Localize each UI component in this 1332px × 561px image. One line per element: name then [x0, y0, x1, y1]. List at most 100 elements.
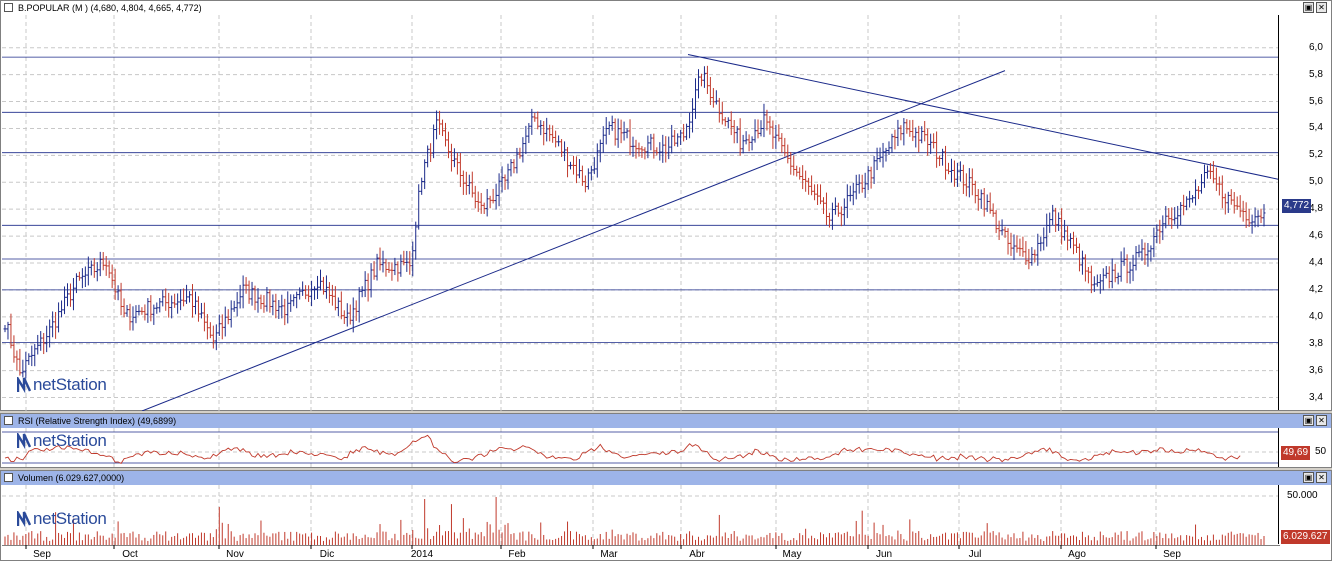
ohlc-bar	[994, 210, 998, 234]
ohlc-bar	[491, 188, 495, 204]
ohlc-bar	[1012, 234, 1016, 261]
ohlc-bar	[80, 268, 84, 289]
ohlc-bar	[208, 322, 212, 339]
ohlc-bar	[98, 251, 102, 277]
close-button[interactable]: ✕	[1316, 415, 1327, 426]
restore-button[interactable]: ▣	[1303, 472, 1314, 483]
price-tick-label: 4,2	[1309, 283, 1323, 295]
ohlc-bar	[149, 295, 153, 322]
ohlc-bar	[944, 145, 948, 180]
ohlc-bar	[134, 305, 138, 324]
ohlc-bar	[369, 263, 373, 298]
ohlc-bar	[30, 345, 34, 367]
ohlc-bar	[1202, 164, 1206, 188]
ohlc-bar	[455, 152, 459, 175]
ohlc-bar	[914, 127, 918, 148]
ohlc-bar	[625, 128, 629, 139]
ohlc-bar	[819, 184, 823, 205]
ohlc-bar	[33, 343, 37, 367]
ohlc-bar	[185, 284, 189, 304]
ohlc-bar	[866, 166, 870, 191]
ohlc-bar	[286, 291, 290, 324]
ohlc-bar	[214, 324, 218, 351]
ohlc-bar	[649, 133, 653, 151]
panel-checkbox[interactable]	[4, 473, 13, 482]
ohlc-bar	[238, 284, 242, 309]
ohlc-bar	[146, 298, 150, 323]
ohlc-bar	[848, 185, 852, 202]
panel-checkbox[interactable]	[4, 416, 13, 425]
ohlc-bar	[1211, 161, 1215, 184]
time-axis-label: Jun	[876, 549, 892, 560]
ohlc-bar	[1238, 195, 1242, 218]
restore-button[interactable]: ▣	[1303, 415, 1314, 426]
ohlc-bar	[1259, 208, 1263, 224]
ohlc-bar	[461, 170, 465, 195]
ohlc-bar	[274, 293, 278, 319]
ohlc-bar	[929, 133, 933, 154]
ohlc-bar	[348, 304, 352, 325]
ohlc-bar	[1217, 176, 1221, 196]
close-button[interactable]: ✕	[1316, 472, 1327, 483]
ohlc-bar	[307, 285, 311, 302]
ohlc-bar	[155, 302, 159, 314]
ohlc-bar	[851, 182, 855, 206]
ohlc-bar	[616, 118, 620, 148]
ohlc-bar	[220, 314, 224, 340]
ohlc-bar	[438, 110, 442, 135]
ohlc-bar	[268, 289, 272, 313]
ohlc-bar	[223, 306, 227, 337]
ohlc-bar	[42, 332, 46, 355]
ohlc-bar	[191, 284, 195, 318]
ohlc-bar	[211, 325, 215, 349]
close-button[interactable]: ✕	[1316, 2, 1327, 13]
ohlc-bar	[813, 184, 817, 201]
ohlc-bar	[1131, 254, 1135, 282]
ohlc-bar	[241, 275, 245, 309]
ohlc-bar	[670, 124, 674, 154]
ohlc-bar	[583, 175, 587, 193]
ohlc-bar	[1000, 219, 1004, 236]
restore-button[interactable]: ▣	[1303, 2, 1314, 13]
ohlc-bar	[1161, 215, 1165, 241]
ohlc-bar	[71, 278, 75, 311]
ohlc-bar	[566, 146, 570, 178]
ohlc-bar	[92, 258, 96, 278]
ohlc-bar	[36, 334, 40, 355]
ohlc-bar	[759, 120, 763, 137]
rsi-level-label: 50	[1315, 446, 1327, 457]
ohlc-bar	[824, 192, 828, 226]
ohlc-bar	[1021, 236, 1025, 257]
ohlc-bar	[664, 136, 668, 163]
volume-chart[interactable]	[2, 485, 1280, 545]
ohlc-bar	[1027, 248, 1031, 270]
rsi-chart[interactable]	[2, 428, 1280, 467]
ohlc-bar	[48, 319, 52, 348]
rsi-panel-header: RSI (Relative Strength Index) (49,6899) …	[1, 414, 1331, 428]
ohlc-bar	[1167, 208, 1171, 225]
panel-checkbox[interactable]	[4, 3, 13, 12]
ohlc-bar	[771, 120, 775, 149]
ohlc-bar	[521, 137, 525, 163]
price-chart[interactable]	[2, 15, 1280, 411]
time-axis: Sep Oct Nov Dic 2014 Feb Mar Abr May Jun Jul Ago Sep	[2, 545, 1280, 560]
ohlc-bar	[542, 121, 546, 146]
price-panel-header: B.POPULAR (M ) (4,680, 4,804, 4,665, 4,7…	[1, 1, 1331, 15]
price-tick-label: 3,4	[1309, 391, 1323, 403]
ohlc-bar	[402, 250, 406, 266]
ohlc-bar	[1220, 175, 1224, 209]
ohlc-bar	[366, 273, 370, 302]
ohlc-bar	[586, 168, 590, 190]
ohlc-bar	[304, 285, 308, 300]
ohlc-bar	[1250, 214, 1254, 234]
trendline-support	[141, 70, 1006, 411]
ohlc-bar	[360, 286, 364, 298]
ohlc-bar	[1158, 219, 1162, 244]
ohlc-bar	[1045, 213, 1049, 247]
ohlc-bar	[354, 300, 358, 321]
ohlc-bar	[1256, 210, 1260, 228]
ohlc-bar	[68, 283, 72, 307]
ohlc-bar	[9, 313, 13, 349]
ohlc-bar	[1077, 243, 1081, 272]
ohlc-bar	[1125, 254, 1129, 284]
